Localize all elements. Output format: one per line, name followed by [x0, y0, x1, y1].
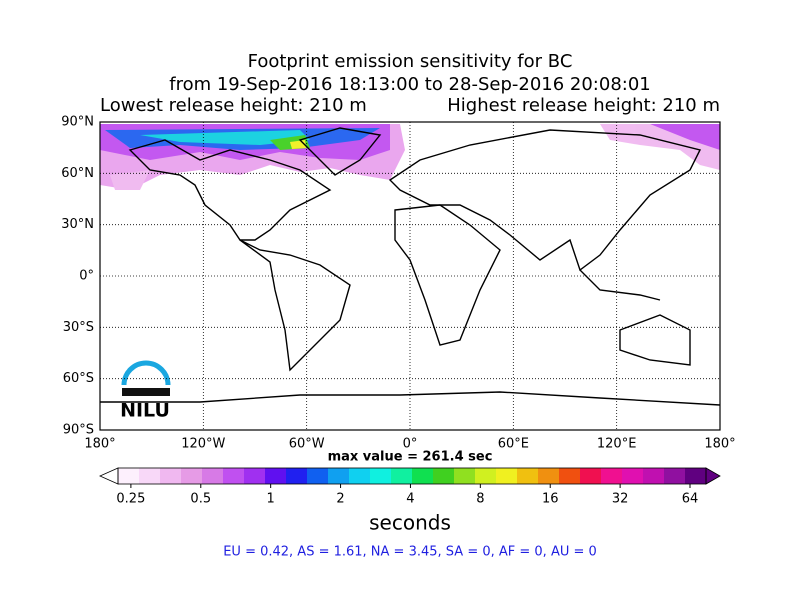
x-tick-label: 60°E [498, 437, 529, 452]
colorbar-tick-label: 64 [682, 492, 699, 507]
colorbar-segment [559, 468, 581, 484]
colorbar-segment [517, 468, 539, 484]
x-tick-label: 120°E [597, 437, 637, 452]
colorbar-segment [139, 468, 161, 484]
colorbar-tick-label: 1 [267, 492, 275, 507]
subtitle: Highest release height: 210 m [447, 95, 720, 116]
colorbar-segment [601, 468, 623, 484]
y-tick-label: 0° [79, 269, 94, 284]
colorbar-segment [160, 468, 182, 484]
colorbar-segment [181, 468, 203, 484]
logo-skyline [122, 388, 170, 396]
region-stats: EU = 0.42, AS = 1.61, NA = 3.45, SA = 0,… [223, 545, 597, 560]
y-tick-label: 60°N [61, 166, 94, 181]
title: Footprint emission sensitivity for BC [248, 51, 573, 72]
y-tick-label: 60°S [63, 371, 94, 386]
colorbar-segment [118, 468, 140, 484]
logo-arc [121, 360, 171, 386]
y-tick-label: 90°S [63, 423, 94, 438]
logo: NILU [120, 400, 170, 422]
colorbar-tick-label: 16 [542, 492, 559, 507]
colorbar-segment [349, 468, 371, 484]
colorbar-segment [685, 468, 707, 484]
x-tick-label: 120°W [181, 437, 225, 452]
colorbar-segment [202, 468, 224, 484]
colorbar-segment [664, 468, 686, 484]
colorbar-segment [244, 468, 266, 484]
colorbar-tick-label: 8 [476, 492, 484, 507]
colorbar-segment [391, 468, 413, 484]
colorbar-tick-label: 0.5 [190, 492, 211, 507]
colorbar-segment [496, 468, 518, 484]
y-tick-label: 90°N [61, 115, 94, 130]
colorbar-segment [643, 468, 665, 484]
title: from 19-Sep-2016 18:13:00 to 28-Sep-2016… [169, 74, 651, 95]
x-tick-label: 180° [84, 437, 115, 452]
colorbar-label: seconds [369, 511, 451, 535]
colorbar-segment [307, 468, 329, 484]
subtitle: Lowest release height: 210 m [100, 95, 367, 116]
x-tick-label: 60°W [289, 437, 325, 452]
footprint [100, 124, 720, 190]
y-tick-label: 30°N [61, 217, 94, 232]
colorbar-tick-label: 4 [406, 492, 414, 507]
colorbar-segment [370, 468, 392, 484]
colorbar-frame [117, 467, 707, 485]
colorbar-segment [328, 468, 350, 484]
colorbar-segment [475, 468, 497, 484]
colorbar-tick-label: 0.25 [116, 492, 145, 507]
colorbar-segment [454, 468, 476, 484]
colorbar-segment [580, 468, 602, 484]
map: NILU [100, 124, 721, 422]
colorbar-segment [412, 468, 434, 484]
map-frame [99, 121, 721, 431]
y-tick-label: 30°S [63, 320, 94, 335]
colorbar-segment [622, 468, 644, 484]
max-value: max value = 261.4 sec [328, 450, 493, 465]
x-tick-label: 0° [403, 437, 418, 452]
colorbar-segment [538, 468, 560, 484]
x-tick-label: 180° [704, 437, 735, 452]
colorbar-segment [433, 468, 455, 484]
colorbar-tick-label: 2 [336, 492, 344, 507]
colorbar-segment [286, 468, 308, 484]
colorbar-segment [265, 468, 287, 484]
colorbar-tick-label: 32 [612, 492, 629, 507]
colorbar-segment [223, 468, 245, 484]
